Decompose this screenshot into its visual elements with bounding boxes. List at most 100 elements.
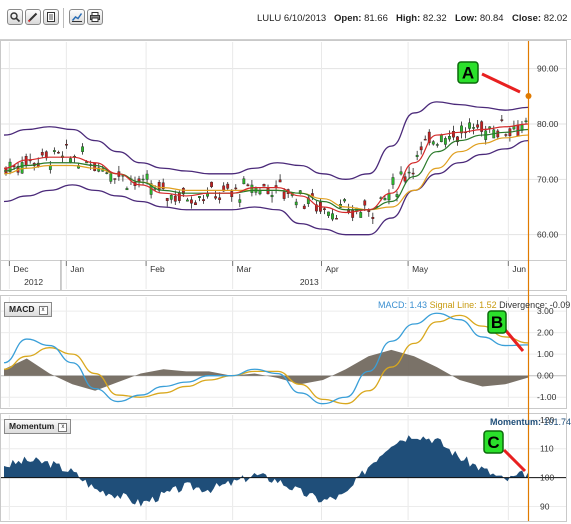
candle-body: [141, 178, 145, 181]
candle-body: [97, 167, 101, 172]
candle-body: [226, 183, 230, 189]
candle-body: [69, 158, 72, 163]
print-button[interactable]: [87, 9, 103, 25]
divergence-readout-label: Divergence:: [499, 300, 548, 310]
quote-low-value: 80.84: [479, 13, 504, 24]
quote-close-value: 82.02: [543, 13, 568, 24]
close-icon[interactable]: x: [58, 423, 68, 432]
x-tick-label: Dec: [13, 264, 29, 274]
candle-body: [210, 181, 213, 188]
candle-body: [294, 201, 298, 206]
candle-body: [44, 151, 48, 159]
price-y-ticks: 90.00 80.00 70.00 60.00: [537, 64, 559, 240]
momentum-area: [4, 435, 528, 507]
candle-body: [238, 199, 242, 203]
candle-body: [137, 178, 141, 182]
candle-body: [500, 119, 504, 121]
candle-body: [194, 202, 197, 206]
quote-open: Open: 81.66: [334, 13, 388, 24]
candle-body: [218, 197, 222, 200]
chart-settings-button[interactable]: [69, 9, 85, 25]
bollinger-bands: [3, 101, 529, 236]
candle-body: [165, 197, 169, 201]
candle-body: [480, 121, 484, 132]
candle-body: [423, 138, 427, 141]
quote-open-value: 81.66: [364, 13, 388, 24]
candle-body: [262, 184, 266, 187]
candle-body: [250, 184, 254, 193]
macd-y-tick-label: 1.00: [537, 349, 554, 359]
annotation-c: C: [483, 430, 527, 473]
candle-body: [343, 199, 347, 202]
price-y-tick-label: 80.00: [537, 119, 559, 129]
candle-body: [161, 182, 165, 190]
candle-body: [52, 150, 56, 152]
zoom-button[interactable]: [7, 9, 23, 25]
annotation-b-text: B: [491, 313, 503, 332]
price-y-tick-label: 70.00: [537, 174, 559, 184]
sma-fast-line: [3, 123, 529, 214]
candle-body: [415, 154, 419, 158]
price-y-tick-label: 90.00: [537, 64, 559, 74]
candle-body: [173, 195, 177, 202]
quote-low: Low: 80.84: [455, 13, 504, 24]
macd-series: [3, 312, 529, 405]
candle-body: [395, 194, 399, 197]
quote-low-label: Low:: [455, 13, 478, 24]
candle-body: [367, 210, 371, 212]
candle-body: [282, 191, 286, 199]
candle-body: [169, 194, 173, 200]
candle-body: [468, 122, 471, 129]
candle-body: [427, 131, 431, 143]
momentum-y-tick-label: 90: [540, 502, 550, 512]
candle-body: [57, 151, 60, 154]
x-axis-ticks: Dec Jan Feb Mar Apr May Jun 2012 2013: [1, 260, 566, 290]
candle-body: [524, 120, 528, 123]
candle-body: [327, 211, 330, 216]
candle-body: [476, 124, 480, 128]
quote-close: Close: 82.02: [512, 13, 567, 24]
macd-readout: MACD: 1.43 Signal Line: 1.52 Divergence:…: [378, 300, 570, 310]
candle-body: [258, 190, 262, 195]
price-y-tick-label: 60.00: [537, 230, 559, 240]
candle-body: [371, 217, 375, 219]
macd-y-ticks: 3.00 2.00 1.00 0.00 -1.00: [537, 306, 557, 402]
quote-high: High: 82.32: [396, 13, 447, 24]
annotation-a-text: A: [462, 64, 474, 83]
draw-button[interactable]: [25, 9, 41, 25]
annotation-b: B: [487, 310, 525, 352]
candle-body: [246, 184, 250, 187]
x-year-label: 2013: [300, 277, 319, 287]
candle-body: [234, 187, 238, 190]
momentum-panel-frame: [0, 413, 567, 522]
x-tick-label: May: [412, 264, 429, 274]
candle-body: [456, 136, 459, 143]
x-tick-label: Feb: [150, 264, 165, 274]
candle-body: [351, 209, 355, 218]
macd-panel-title[interactable]: MACD x: [4, 302, 52, 317]
candle-body: [411, 172, 415, 175]
candle-body: [323, 208, 326, 210]
notes-button[interactable]: [43, 9, 59, 25]
x-tick-label: Jun: [512, 264, 526, 274]
momentum-panel-title[interactable]: Momentum x: [4, 419, 72, 434]
momentum-y-tick-label: 110: [540, 444, 554, 454]
candle-body: [403, 176, 407, 182]
price-panel-frame: [0, 40, 567, 291]
candle-body: [65, 144, 68, 146]
bollinger-lower-band: [3, 139, 529, 236]
quote-high-value: 82.32: [422, 13, 447, 24]
candle-body: [302, 205, 306, 209]
candle-body: [407, 171, 411, 174]
candle-body: [278, 179, 282, 183]
sma-mid-line: [3, 128, 529, 211]
moving-averages: [3, 123, 529, 214]
close-icon[interactable]: x: [38, 306, 48, 315]
macd-y-tick-label: 3.00: [537, 306, 554, 316]
print-icon: [90, 12, 100, 22]
candle-body: [504, 134, 508, 136]
candle-body: [496, 130, 500, 138]
x-tick-label: Apr: [326, 264, 339, 274]
chart-settings-icon: [71, 13, 83, 22]
